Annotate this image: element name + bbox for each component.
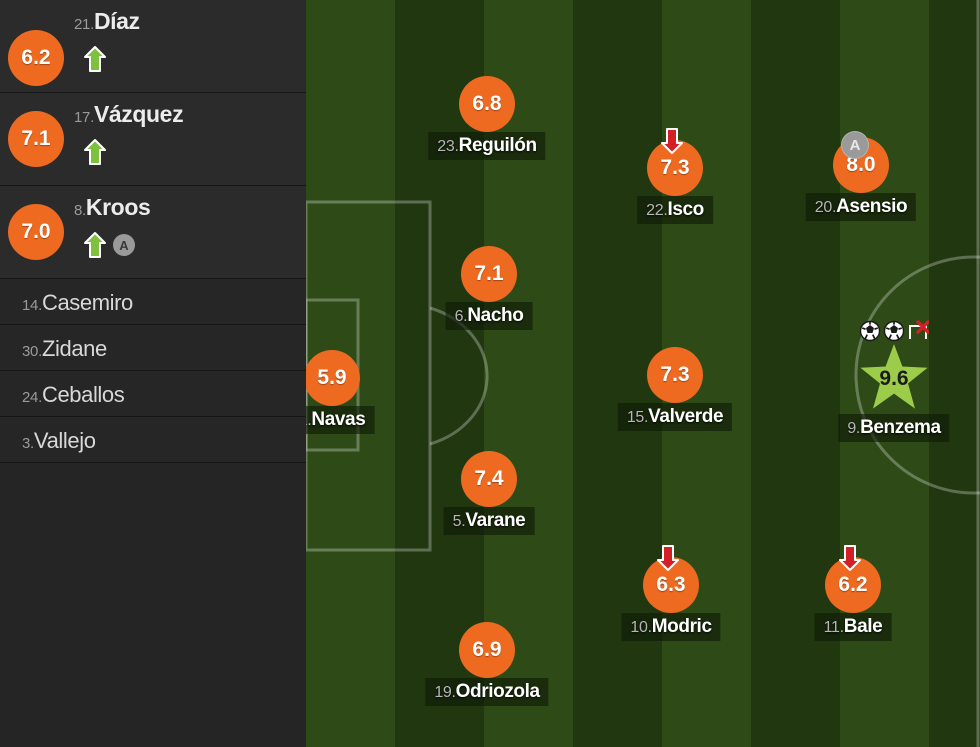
bench-player-name: 17.Vázquez — [74, 101, 184, 128]
player-number: 23. — [437, 138, 459, 155]
player-rating-bubble: 6.8 — [459, 76, 515, 132]
player-rating-bubble: 7.4 — [461, 451, 517, 507]
penalty-missed-icon — [909, 320, 929, 339]
player-number: 10. — [630, 619, 652, 636]
player-name-plate: 5.Varane — [443, 507, 535, 535]
player-rating-bubble: 7.1 — [461, 246, 517, 302]
sub-off-badge — [839, 545, 865, 575]
player-name-plate: 19.Odriozola — [425, 678, 549, 706]
player-number: 24. — [22, 389, 42, 406]
player-surname: Nacho — [467, 305, 524, 326]
player-name-plate: 15.Valverde — [617, 403, 733, 431]
player-rating-value: 9.6 — [879, 367, 909, 390]
player-number: 5. — [452, 513, 466, 530]
player-number: 1. — [306, 412, 312, 429]
player-number: 21. — [74, 16, 94, 33]
player-surname: Benzema — [860, 417, 941, 438]
player-rating-bubble: 7.3 — [647, 347, 703, 403]
player-rating-bubble: 6.9 — [459, 622, 515, 678]
bench-player-name: 21.Díaz — [74, 8, 140, 35]
bench-player-name: 30.Zidane — [22, 336, 107, 362]
bench-player-name: 14.Casemiro — [22, 290, 133, 316]
player-number: 30. — [22, 343, 42, 360]
player-name-plate: 1.Navas — [306, 406, 375, 434]
player-surname: Varane — [465, 510, 526, 531]
player-number: 6. — [454, 308, 468, 325]
bench-rating-bubble: 7.0 — [8, 204, 64, 260]
player-surname: Kroos — [85, 194, 151, 220]
sub-off-badge — [661, 128, 687, 158]
player-number: 11. — [823, 619, 844, 636]
bench-rating-bubble: 6.2 — [8, 30, 64, 86]
sub-off-badge — [657, 545, 683, 575]
player-surname: Asensio — [836, 196, 908, 217]
player-surname: Navas — [311, 409, 366, 430]
bench-row[interactable]: 24.Ceballos — [0, 371, 306, 417]
player-event-icons — [859, 320, 929, 342]
bench-row[interactable]: 14.Casemiro — [0, 279, 306, 325]
sub-off-arrow-icon — [657, 545, 679, 571]
player-name-plate: 20.Asensio — [805, 193, 917, 221]
bench-row[interactable]: 3.Vallejo — [0, 417, 306, 463]
bench-player-icons — [84, 46, 106, 72]
goal-ball-icon — [883, 320, 905, 342]
bench-row[interactable]: 7.1 17.Vázquez — [0, 93, 306, 186]
player-number: 17. — [74, 109, 94, 126]
player-name-plate: 10.Modric — [621, 613, 721, 641]
bench-row[interactable]: 7.0 8.Kroos A — [0, 186, 306, 279]
player-number: 22. — [646, 202, 668, 219]
pitch-stripe — [929, 0, 980, 747]
player-surname: Modric — [651, 616, 712, 637]
bench-player-name: 3.Vallejo — [22, 428, 96, 454]
bench-panel: 6.2 21.Díaz 7.1 17.Vázquez 7.0 8.Kroos A 14.Cas… — [0, 0, 306, 747]
player-name-plate: 6.Nacho — [445, 302, 533, 330]
player-surname: Isco — [667, 199, 704, 220]
sub-off-arrow-icon — [839, 545, 861, 571]
player-surname: Valverde — [648, 406, 724, 427]
bench-player-name: 8.Kroos — [74, 194, 151, 221]
player-name-plate: 22.Isco — [637, 196, 713, 224]
sub-on-arrow-icon — [84, 232, 106, 258]
player-name-plate: 9.Benzema — [838, 414, 950, 442]
player-number: 9. — [847, 420, 861, 437]
player-surname: Díaz — [93, 8, 140, 34]
player-number: 3. — [22, 435, 34, 452]
player-name-plate: 23.Reguilón — [428, 132, 546, 160]
player-surname: Zidane — [41, 336, 107, 361]
player-surname: Ceballos — [41, 382, 125, 407]
bench-player-name: 24.Ceballos — [22, 382, 125, 408]
player-number: 19. — [434, 684, 456, 701]
bench-player-icons: A — [84, 232, 135, 258]
player-surname: Reguilón — [458, 135, 537, 156]
player-rating-bubble: 5.9 — [306, 350, 360, 406]
sub-on-arrow-icon — [84, 139, 106, 165]
assist-badge-icon: A — [113, 234, 135, 256]
player-number: 14. — [22, 297, 42, 314]
player-name-plate: 11.Bale — [814, 613, 892, 641]
bench-row[interactable]: 6.2 21.Díaz — [0, 0, 306, 93]
player-number: 15. — [626, 409, 649, 426]
bench-rating-bubble: 7.1 — [8, 111, 64, 167]
bench-row[interactable]: 30.Zidane — [0, 325, 306, 371]
sub-off-arrow-icon — [661, 128, 683, 154]
player-surname: Odriozola — [455, 681, 540, 702]
goal-ball-icon — [859, 320, 881, 342]
player-number: 20. — [814, 199, 837, 216]
assist-badge-icon: A — [841, 131, 869, 159]
player-number: 8. — [74, 202, 86, 219]
player-surname: Vallejo — [33, 428, 96, 453]
sub-on-arrow-icon — [84, 46, 106, 72]
bench-player-icons — [84, 139, 106, 165]
player-surname: Casemiro — [41, 290, 133, 315]
player-surname: Vázquez — [93, 101, 184, 127]
pitch-panel: 5.91.Navas6.823.Reguilón7.16.Nacho7.45.V… — [306, 0, 980, 747]
player-surname: Bale — [843, 616, 883, 637]
